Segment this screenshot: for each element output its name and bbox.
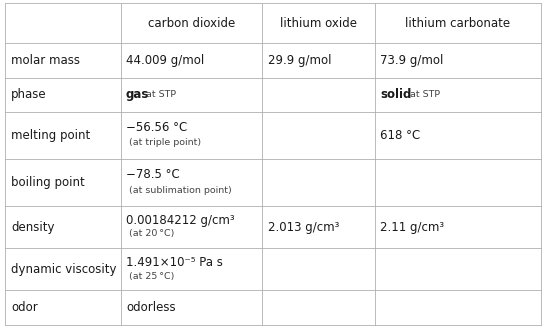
Text: solid: solid [380,88,412,101]
Text: melting point: melting point [11,129,90,142]
Text: (at sublimation point): (at sublimation point) [129,186,232,195]
Text: molar mass: molar mass [11,54,80,67]
Text: at STP: at STP [410,90,440,99]
Text: phase: phase [11,88,46,101]
Text: 2.11 g/cm³: 2.11 g/cm³ [380,221,444,234]
Text: 618 °C: 618 °C [380,129,420,142]
Text: odorless: odorless [126,301,176,314]
Text: lithium carbonate: lithium carbonate [405,17,510,30]
Text: (at triple point): (at triple point) [129,138,201,148]
Text: dynamic viscosity: dynamic viscosity [11,263,116,276]
Text: boiling point: boiling point [11,176,85,189]
Text: 2.013 g/cm³: 2.013 g/cm³ [268,221,339,234]
Text: 73.9 g/mol: 73.9 g/mol [380,54,443,67]
Text: 29.9 g/mol: 29.9 g/mol [268,54,331,67]
Text: at STP: at STP [146,90,176,99]
Text: gas: gas [126,88,150,101]
Text: carbon dioxide: carbon dioxide [148,17,235,30]
Text: 1.491×10⁻⁵ Pa s: 1.491×10⁻⁵ Pa s [126,256,223,269]
Text: density: density [11,221,55,234]
Text: 0.00184212 g/cm³: 0.00184212 g/cm³ [126,214,235,227]
Text: (at 20 °C): (at 20 °C) [129,229,175,238]
Text: lithium oxide: lithium oxide [280,17,357,30]
Text: −78.5 °C: −78.5 °C [126,169,180,181]
Text: (at 25 °C): (at 25 °C) [129,272,175,280]
Text: −56.56 °C: −56.56 °C [126,121,187,134]
Text: 44.009 g/mol: 44.009 g/mol [126,54,204,67]
Text: odor: odor [11,301,38,314]
